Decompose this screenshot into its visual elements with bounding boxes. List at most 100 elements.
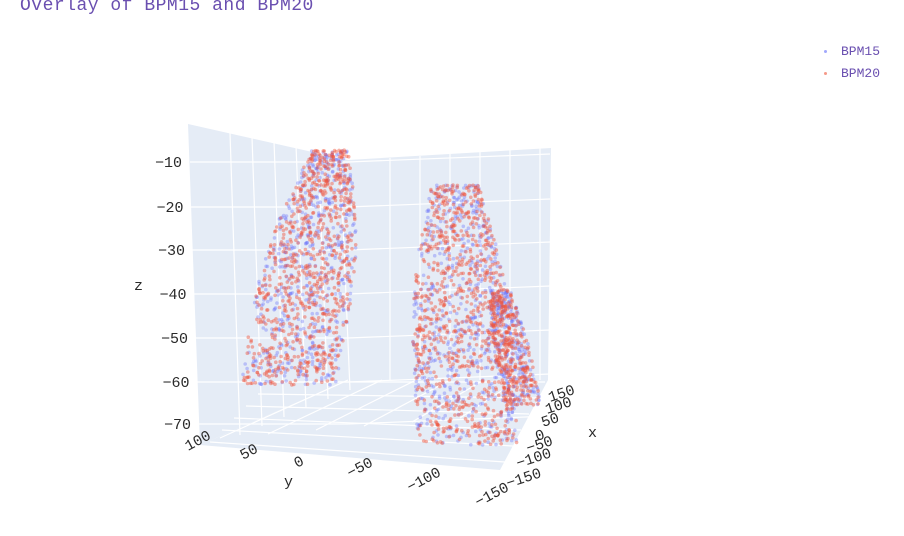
point-bpm20	[467, 287, 472, 291]
point-bpm15	[487, 306, 492, 311]
point-bpm20	[464, 186, 469, 190]
point-bpm15	[348, 188, 352, 192]
point-bpm15	[498, 316, 503, 320]
point-bpm20	[502, 386, 507, 390]
point-bpm20	[302, 271, 307, 275]
point-bpm20	[345, 224, 349, 228]
point-bpm15	[294, 292, 299, 297]
point-bpm20	[316, 358, 320, 363]
point-bpm20	[521, 388, 525, 393]
point-bpm15	[344, 212, 349, 217]
point-bpm15	[315, 294, 319, 298]
point-bpm15	[461, 329, 465, 333]
point-bpm20	[512, 375, 516, 379]
point-bpm20	[344, 154, 349, 159]
point-bpm15	[299, 188, 303, 193]
point-bpm20	[448, 417, 453, 421]
point-bpm15	[487, 430, 491, 435]
point-bpm15	[517, 361, 522, 365]
point-bpm20	[314, 353, 319, 357]
point-bpm20	[264, 356, 268, 361]
point-bpm20	[506, 348, 510, 353]
point-bpm15	[444, 434, 449, 439]
point-bpm20	[465, 300, 469, 304]
point-bpm20	[529, 383, 534, 388]
point-bpm20	[350, 185, 355, 189]
point-bpm15	[524, 365, 529, 369]
point-bpm15	[480, 390, 485, 395]
point-bpm20	[343, 274, 347, 278]
point-bpm20	[438, 287, 442, 292]
point-bpm15	[259, 366, 264, 370]
point-bpm20	[248, 381, 253, 386]
point-bpm15	[436, 340, 441, 344]
point-bpm20	[426, 333, 430, 338]
point-bpm20	[503, 429, 507, 434]
point-bpm20	[345, 245, 350, 249]
point-bpm20	[322, 159, 327, 163]
point-bpm15	[324, 196, 328, 201]
point-bpm15	[472, 348, 476, 352]
point-bpm15	[500, 303, 504, 308]
point-bpm15	[342, 185, 347, 190]
legend-item-bpm20[interactable]: BPM20	[816, 62, 880, 84]
point-bpm20	[469, 291, 474, 296]
point-bpm15	[349, 209, 353, 214]
point-bpm20	[447, 350, 451, 355]
point-bpm20	[341, 301, 346, 305]
point-bpm15	[500, 300, 504, 305]
point-bpm15	[446, 342, 450, 347]
point-bpm15	[503, 432, 507, 436]
point-bpm15	[270, 327, 274, 331]
point-bpm15	[491, 281, 496, 285]
point-bpm20	[434, 336, 439, 341]
legend-item-bpm15[interactable]: BPM15	[816, 40, 880, 62]
point-bpm20	[467, 277, 472, 282]
point-bpm20	[352, 205, 357, 210]
point-bpm20	[499, 442, 504, 446]
point-bpm15	[486, 337, 490, 341]
point-bpm20	[275, 320, 279, 325]
point-bpm20	[266, 292, 270, 297]
point-bpm15	[440, 309, 445, 313]
point-bpm20	[333, 205, 337, 210]
point-bpm15	[474, 207, 479, 211]
point-bpm15	[305, 240, 309, 245]
point-bpm20	[476, 309, 480, 313]
point-bpm20	[453, 328, 457, 333]
point-bpm20	[455, 183, 460, 188]
point-bpm20	[458, 286, 463, 291]
point-bpm15	[487, 304, 492, 309]
point-bpm20	[332, 249, 336, 253]
point-bpm20	[308, 288, 313, 292]
point-bpm20	[468, 247, 473, 252]
point-bpm20	[444, 198, 448, 203]
point-bpm15	[256, 302, 260, 307]
point-bpm20	[500, 318, 505, 322]
point-bpm20	[301, 226, 306, 231]
point-bpm20	[480, 379, 485, 384]
point-bpm20	[454, 429, 459, 434]
point-bpm15	[511, 319, 515, 323]
point-bpm15	[274, 289, 279, 294]
point-bpm20	[502, 310, 507, 315]
point-bpm15	[522, 347, 527, 352]
point-bpm15	[305, 217, 310, 222]
point-bpm20	[341, 339, 345, 343]
point-bpm15	[310, 362, 315, 367]
point-bpm20	[527, 353, 531, 358]
point-bpm15	[501, 309, 506, 313]
point-bpm20	[295, 325, 300, 329]
point-bpm20	[467, 373, 471, 378]
point-bpm20	[478, 200, 483, 205]
point-bpm20	[436, 427, 441, 431]
point-bpm15	[278, 227, 282, 231]
y-tick-label: 0	[291, 453, 307, 472]
point-bpm15	[265, 299, 270, 304]
point-bpm20	[468, 258, 472, 263]
point-bpm20	[413, 292, 418, 296]
point-bpm15	[509, 310, 513, 314]
point-bpm15	[437, 396, 442, 401]
point-bpm15	[475, 323, 480, 328]
